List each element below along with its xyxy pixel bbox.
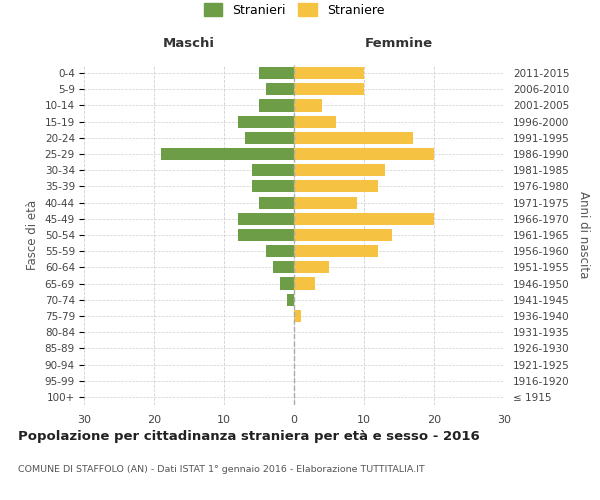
- Bar: [294, 196, 357, 208]
- Bar: [294, 83, 364, 96]
- Bar: [294, 229, 392, 241]
- Bar: [161, 148, 294, 160]
- Y-axis label: Anni di nascita: Anni di nascita: [577, 192, 590, 278]
- Bar: [294, 132, 413, 144]
- Text: Maschi: Maschi: [163, 37, 215, 50]
- Bar: [294, 67, 364, 79]
- Bar: [287, 294, 294, 306]
- Bar: [294, 180, 378, 192]
- Bar: [259, 67, 294, 79]
- Bar: [294, 262, 329, 274]
- Bar: [280, 278, 294, 289]
- Bar: [294, 245, 378, 258]
- Bar: [238, 116, 294, 128]
- Bar: [294, 278, 315, 289]
- Bar: [294, 100, 322, 112]
- Bar: [294, 212, 434, 225]
- Bar: [252, 180, 294, 192]
- Legend: Stranieri, Straniere: Stranieri, Straniere: [203, 3, 385, 17]
- Y-axis label: Fasce di età: Fasce di età: [26, 200, 39, 270]
- Bar: [266, 245, 294, 258]
- Bar: [238, 229, 294, 241]
- Bar: [273, 262, 294, 274]
- Bar: [259, 196, 294, 208]
- Text: COMUNE DI STAFFOLO (AN) - Dati ISTAT 1° gennaio 2016 - Elaborazione TUTTITALIA.I: COMUNE DI STAFFOLO (AN) - Dati ISTAT 1° …: [18, 465, 425, 474]
- Bar: [294, 310, 301, 322]
- Bar: [294, 164, 385, 176]
- Bar: [266, 83, 294, 96]
- Bar: [294, 116, 336, 128]
- Bar: [294, 148, 434, 160]
- Bar: [259, 100, 294, 112]
- Bar: [245, 132, 294, 144]
- Text: Popolazione per cittadinanza straniera per età e sesso - 2016: Popolazione per cittadinanza straniera p…: [18, 430, 480, 443]
- Bar: [238, 212, 294, 225]
- Text: Femmine: Femmine: [365, 37, 433, 50]
- Bar: [252, 164, 294, 176]
